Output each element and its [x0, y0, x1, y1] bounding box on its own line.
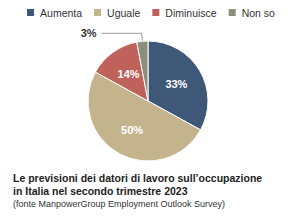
- svg-text:14%: 14%: [118, 68, 140, 80]
- svg-text:Aumenta: Aumenta: [40, 7, 82, 19]
- svg-text:33%: 33%: [165, 78, 187, 90]
- svg-text:(fonte ManpowerGroup Employmen: (fonte ManpowerGroup Employment Outlook …: [13, 199, 225, 209]
- svg-text:Uguale: Uguale: [107, 7, 140, 19]
- svg-text:Diminuisce: Diminuisce: [165, 7, 217, 19]
- svg-text:Le previsioni dei datori di la: Le previsioni dei datori di lavoro sull’…: [13, 172, 262, 184]
- svg-text:Non so: Non so: [242, 7, 275, 19]
- svg-text:50%: 50%: [121, 124, 143, 136]
- svg-text:in Italia nel secondo trimestr: in Italia nel secondo trimestre 2023: [13, 185, 188, 197]
- svg-text:3%: 3%: [81, 27, 97, 39]
